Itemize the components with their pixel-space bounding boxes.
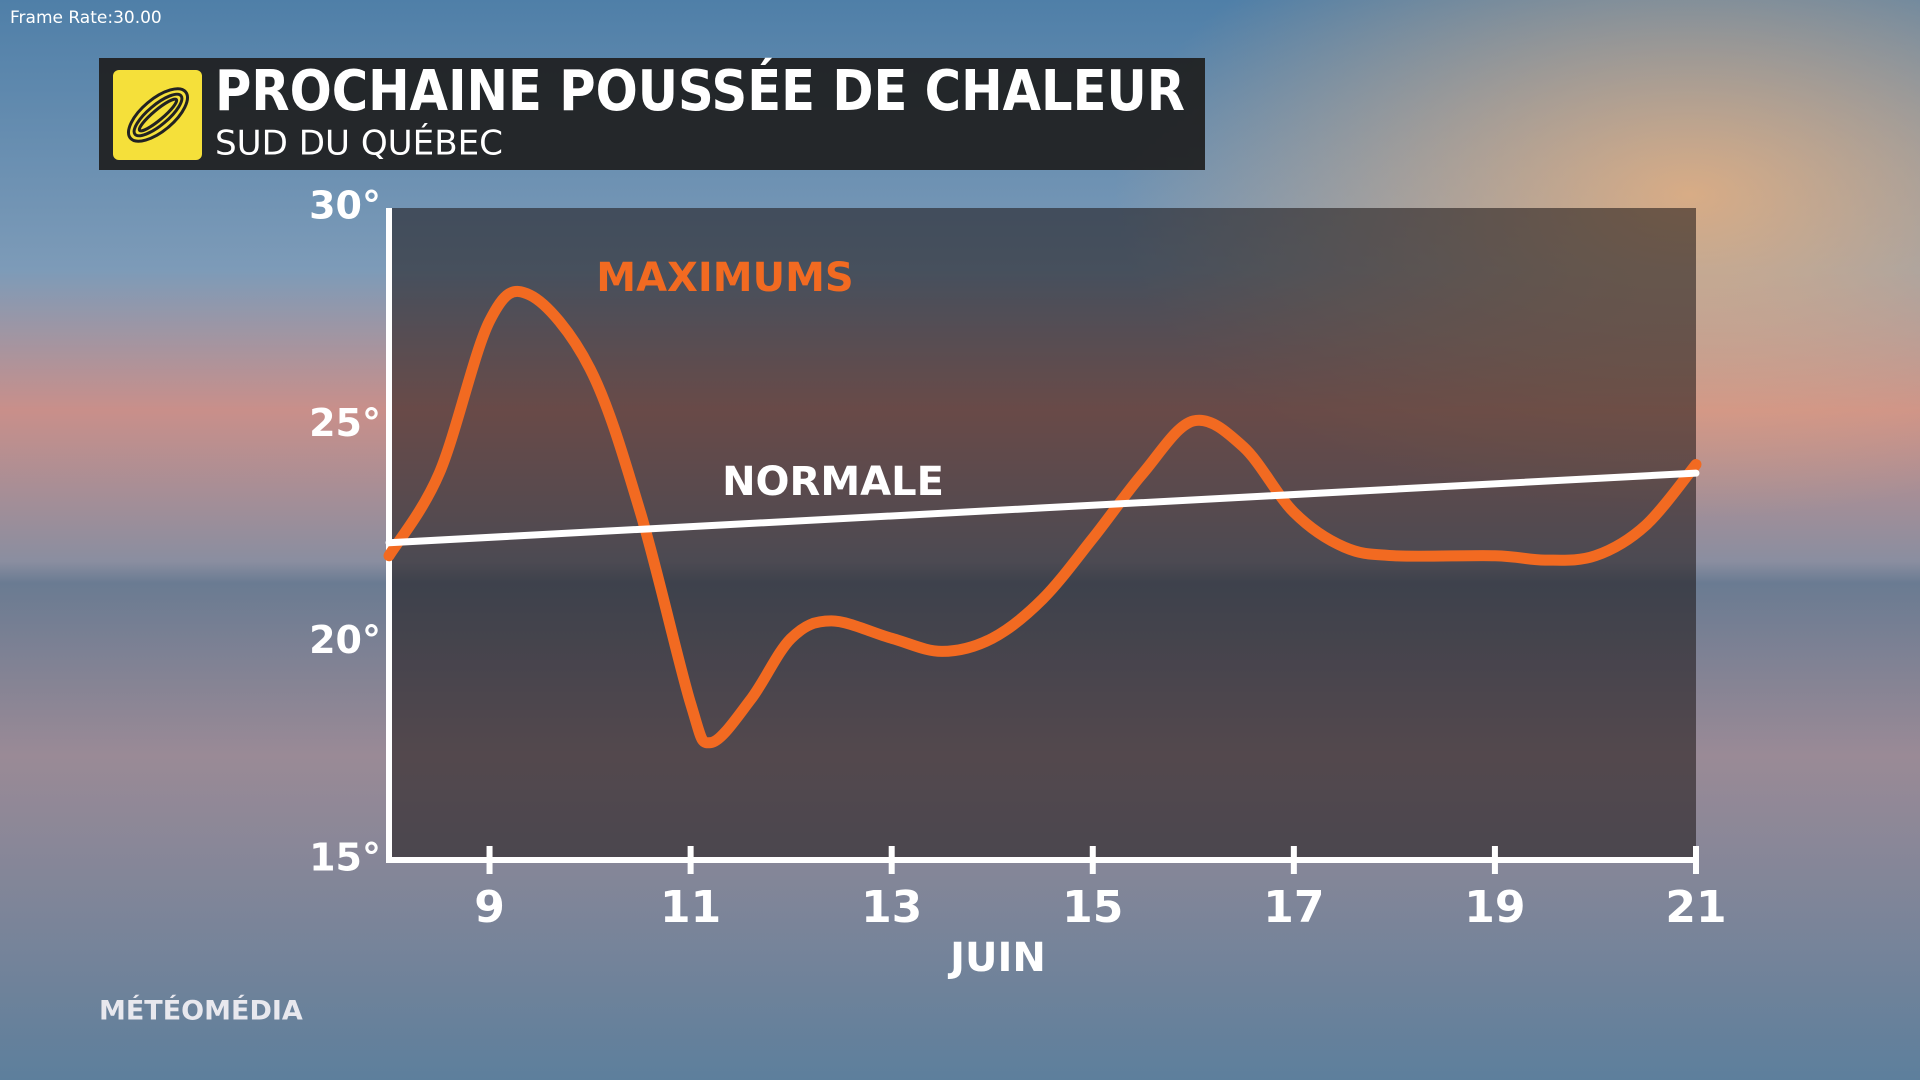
x-tick-label: 21 — [1665, 882, 1726, 933]
x-tick-label: 9 — [474, 882, 505, 933]
logo-mark — [127, 87, 189, 143]
y-tick-label: 20° — [309, 618, 381, 662]
x-tick-label: 13 — [861, 882, 922, 933]
y-tick-label: 25° — [309, 401, 381, 445]
y-tick-label: 15° — [309, 836, 381, 880]
title-box — [99, 58, 1205, 170]
chart-subtitle: SUD DU QUÉBEC — [215, 123, 503, 164]
logo — [113, 70, 202, 160]
x-tick-label: 17 — [1263, 882, 1324, 933]
x-tick-label: 19 — [1464, 882, 1525, 933]
y-tick-label: 30° — [309, 184, 381, 228]
x-tick-label: 11 — [660, 882, 721, 933]
x-axis-label: JUIN — [947, 935, 1046, 981]
series-line — [385, 469, 1700, 547]
series-line — [383, 285, 1702, 749]
frame-rate: Frame Rate:30.00 — [10, 8, 162, 28]
series-label: NORMALE — [722, 459, 944, 505]
series-label: MAXIMUMS — [596, 255, 853, 301]
chart-title: PROCHAINE POUSSÉE DE CHALEUR — [215, 58, 1185, 124]
brand: MÉTÉOMÉDIA — [99, 995, 303, 1027]
x-tick-label: 15 — [1062, 882, 1123, 933]
